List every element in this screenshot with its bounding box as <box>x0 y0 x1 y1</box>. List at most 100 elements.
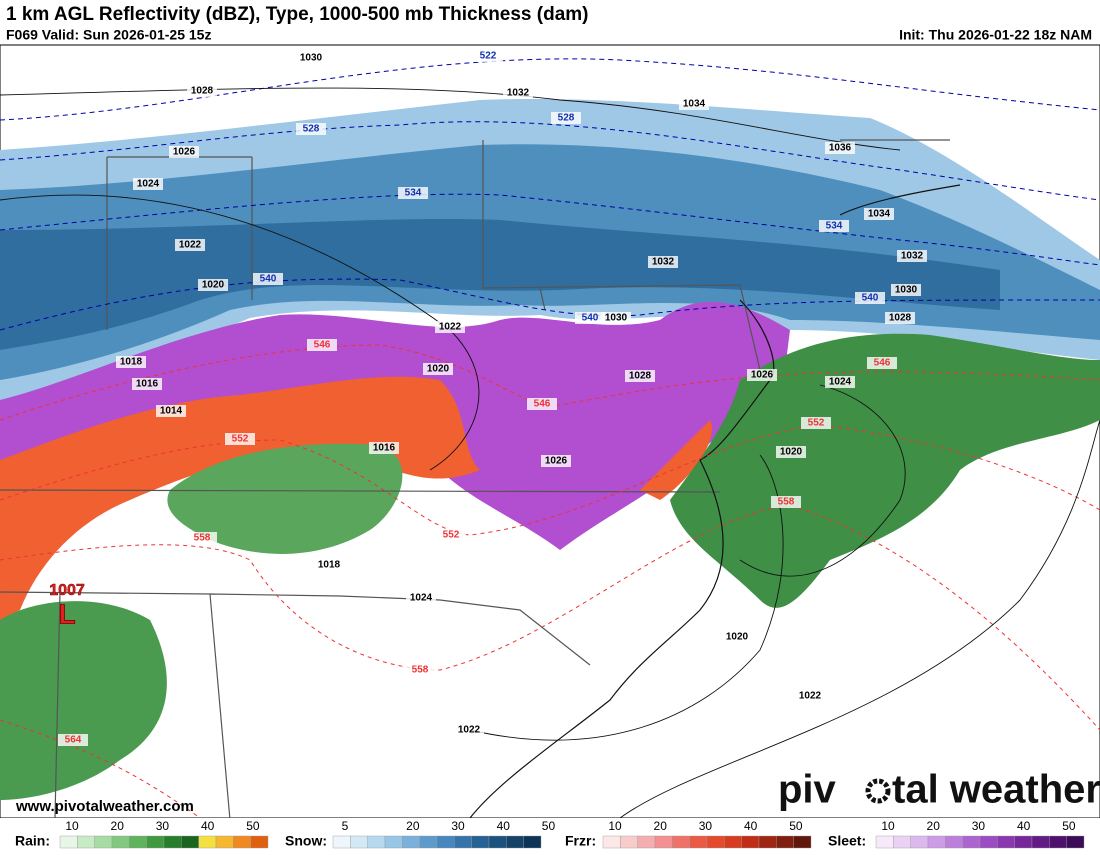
legend-swatch <box>384 835 403 849</box>
isobar-label: 1026 <box>545 456 568 467</box>
isobar-label-bg <box>132 378 162 390</box>
legend-swatch <box>59 835 78 849</box>
legend-tick: 10 <box>608 819 622 833</box>
thickness-label-bg <box>801 417 831 429</box>
isobar-label-bg <box>825 142 855 154</box>
isobar-label: 1014 <box>160 406 183 417</box>
legend-swatch <box>1031 835 1050 849</box>
thickness-line <box>0 121 1100 201</box>
thickness-line <box>0 193 1100 266</box>
legend-swatch <box>997 835 1015 849</box>
legend-swatch <box>215 835 234 849</box>
precipitation <box>0 99 1100 800</box>
isobar-label-bg <box>116 356 146 368</box>
legend-tick: 30 <box>699 819 713 833</box>
thickness-line <box>0 424 1100 536</box>
legend-swatch <box>602 835 621 849</box>
isobar-label: 1022 <box>179 240 202 251</box>
thickness-label-bg <box>58 734 88 746</box>
title: 1 km AGL Reflectivity (dBZ), Type, 1000-… <box>6 4 589 25</box>
isobar-label-bg <box>406 592 436 604</box>
legend-tick: 20 <box>654 819 668 833</box>
thickness-label: 534 <box>826 221 843 232</box>
logo-right: tal weather <box>892 768 1100 812</box>
legend-swatch <box>419 835 438 849</box>
legend-tick: 40 <box>744 819 758 833</box>
legend-swatch <box>454 835 472 849</box>
legend-swatch <box>488 835 507 849</box>
legend-swatch <box>1014 835 1033 849</box>
isobar-label-bg <box>296 52 326 64</box>
legend-swatch <box>672 835 690 849</box>
isobar-label: 1034 <box>868 209 891 220</box>
legend-swatch <box>402 835 420 849</box>
isobar-label: 1020 <box>427 364 450 375</box>
legend-tick: 30 <box>156 819 170 833</box>
isobar-label-bg <box>541 455 571 467</box>
contours <box>0 58 1100 819</box>
thickness-label-bg <box>253 273 283 285</box>
isobar-label: 1016 <box>373 443 396 454</box>
isobar-label-bg <box>776 446 806 458</box>
legend-tick: 50 <box>246 819 260 833</box>
isobar-label: 1030 <box>895 285 918 296</box>
rain-south <box>0 601 167 800</box>
thickness-label-bg <box>527 398 557 410</box>
isobar-label-bg <box>885 312 915 324</box>
thickness-line <box>0 278 1100 331</box>
isobar-label-bg <box>601 312 631 324</box>
legend-tick: 20 <box>111 819 125 833</box>
thickness-label: 540 <box>260 274 277 285</box>
legend-swatch <box>706 835 725 849</box>
isobar-label-bg <box>187 85 217 97</box>
isobar-label: 1022 <box>458 725 481 736</box>
legend-swatch <box>793 835 812 849</box>
isobar-label-bg <box>722 631 752 643</box>
isobar-label-bg <box>679 98 709 110</box>
legend-swatch <box>1066 835 1085 849</box>
valid-time: F069 Valid: Sun 2026-01-25 15z <box>6 27 211 43</box>
isobar-label: 1030 <box>605 313 628 324</box>
thickness-line <box>0 719 201 819</box>
thickness-label: 528 <box>558 113 575 124</box>
thickness-label: 558 <box>194 533 211 544</box>
init-time: Init: Thu 2026-01-22 18z NAM <box>899 27 1092 43</box>
logo-gear <box>865 778 891 804</box>
isobar-label: 1032 <box>507 88 530 99</box>
isobar-label-bg <box>825 376 855 388</box>
thickness-label: 528 <box>303 124 320 135</box>
isobar-label-bg <box>156 405 186 417</box>
rain-east <box>670 333 1100 608</box>
legend-tick: 50 <box>542 819 556 833</box>
thickness-label-bg <box>551 112 581 124</box>
legend-tick: 20 <box>406 819 420 833</box>
isobar-label: 1028 <box>191 86 214 97</box>
isobar-label: 1020 <box>780 447 803 458</box>
legend-swatch <box>523 835 542 849</box>
thickness-label-bg <box>405 664 435 676</box>
legend-swatch <box>893 835 911 849</box>
isobar-label: 1028 <box>889 313 912 324</box>
legend-swatch <box>471 835 490 849</box>
isobar-label-bg <box>864 208 894 220</box>
thickness-label-bg <box>819 220 849 232</box>
legend-tick: 10 <box>65 819 79 833</box>
thickness-label: 540 <box>862 293 879 304</box>
isobar-label: 1034 <box>683 99 706 110</box>
legend-label: Snow: <box>285 833 327 849</box>
legend-tick: 20 <box>927 819 941 833</box>
legend-swatch <box>689 835 708 849</box>
isobar-label: 1018 <box>120 357 143 368</box>
legend-tick: 40 <box>1017 819 1031 833</box>
thickness-label: 558 <box>412 665 429 676</box>
legend-swatch <box>758 835 777 849</box>
legend-swatch <box>910 835 929 849</box>
thickness-label-bg <box>225 433 255 445</box>
isobar-label: 1030 <box>300 53 323 64</box>
thickness-line <box>0 344 1100 421</box>
low-symbol: L <box>58 598 75 629</box>
isobar-label-bg <box>795 690 825 702</box>
legend-swatch <box>724 835 742 849</box>
